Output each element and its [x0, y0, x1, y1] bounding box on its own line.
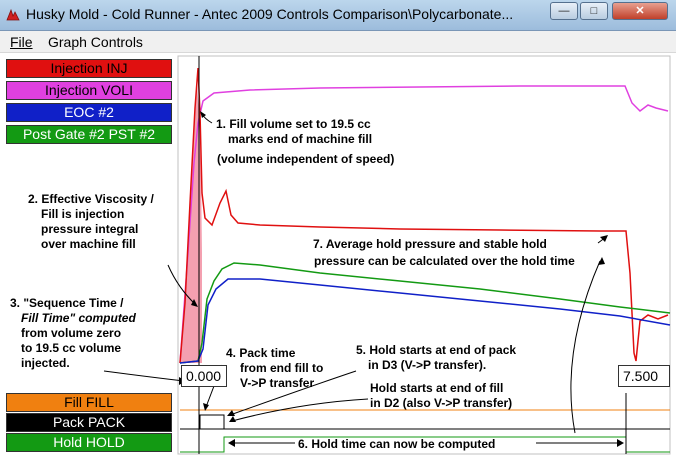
- eoc2-trace: [179, 278, 671, 364]
- plot-frame: [177, 55, 671, 455]
- chart-area: Injection INJ Injection VOLI EOC #2 Post…: [0, 53, 676, 456]
- maximize-button[interactable]: □: [580, 2, 608, 20]
- legend-post-gate[interactable]: Post Gate #2 PST #2: [6, 125, 172, 144]
- legend-pack[interactable]: Pack PACK: [6, 413, 172, 432]
- annotation-6: 6. Hold time can now be computed: [298, 437, 496, 451]
- fill-integral-shade: [180, 81, 202, 363]
- injection-inj-trace: [179, 67, 669, 364]
- annotation-1: 1. Fill volume set to 19.5 cc marks end …: [216, 117, 395, 166]
- legend-fill[interactable]: Fill FILL: [6, 393, 172, 412]
- title-bar: Husky Mold - Cold Runner - Antec 2009 Co…: [0, 0, 676, 31]
- annotation-5b: Hold starts at end of fill in D2 (also V…: [370, 381, 513, 410]
- annotation-5a: 5. Hold starts at end of pack in D3 (V->…: [356, 343, 517, 372]
- menu-bar: File Graph Controls: [0, 31, 676, 53]
- window-title: Husky Mold - Cold Runner - Antec 2009 Co…: [26, 6, 514, 22]
- hold-digital-trace: [180, 436, 670, 453]
- legend-hold[interactable]: Hold HOLD: [6, 433, 172, 452]
- post-gate-trace: [179, 262, 671, 364]
- minimize-icon: —: [558, 5, 570, 17]
- annotation-7: 7. Average hold pressure and stable hold…: [313, 237, 575, 268]
- legend-injection-inj[interactable]: Injection INJ: [6, 59, 172, 78]
- right-cursor-readout[interactable]: 7.500: [618, 365, 670, 387]
- legend-eoc2[interactable]: EOC #2: [6, 103, 172, 122]
- maximize-icon: □: [590, 5, 598, 17]
- annotation-arrows: [103, 112, 620, 444]
- annotation-2: 2. Effective Viscosity / Fill is injecti…: [28, 192, 154, 251]
- pack-pulse: [199, 414, 225, 430]
- annotation-4: 4. Pack time from end fill to V->P trans…: [226, 346, 324, 390]
- menu-file[interactable]: File: [10, 34, 33, 50]
- legend-injection-voli[interactable]: Injection VOLI: [6, 81, 172, 100]
- minimize-button[interactable]: —: [550, 2, 578, 20]
- menu-graph-controls[interactable]: Graph Controls: [48, 34, 143, 50]
- process-graph[interactable]: [0, 53, 676, 456]
- close-button[interactable]: ✕: [612, 2, 668, 20]
- close-icon: ✕: [635, 5, 645, 17]
- app-icon: [6, 8, 20, 21]
- left-cursor-readout[interactable]: 0.000: [181, 365, 227, 387]
- annotation-3: 3. "Sequence Time / Fill Time" computed …: [10, 296, 136, 370]
- injection-voli-trace: [179, 85, 669, 364]
